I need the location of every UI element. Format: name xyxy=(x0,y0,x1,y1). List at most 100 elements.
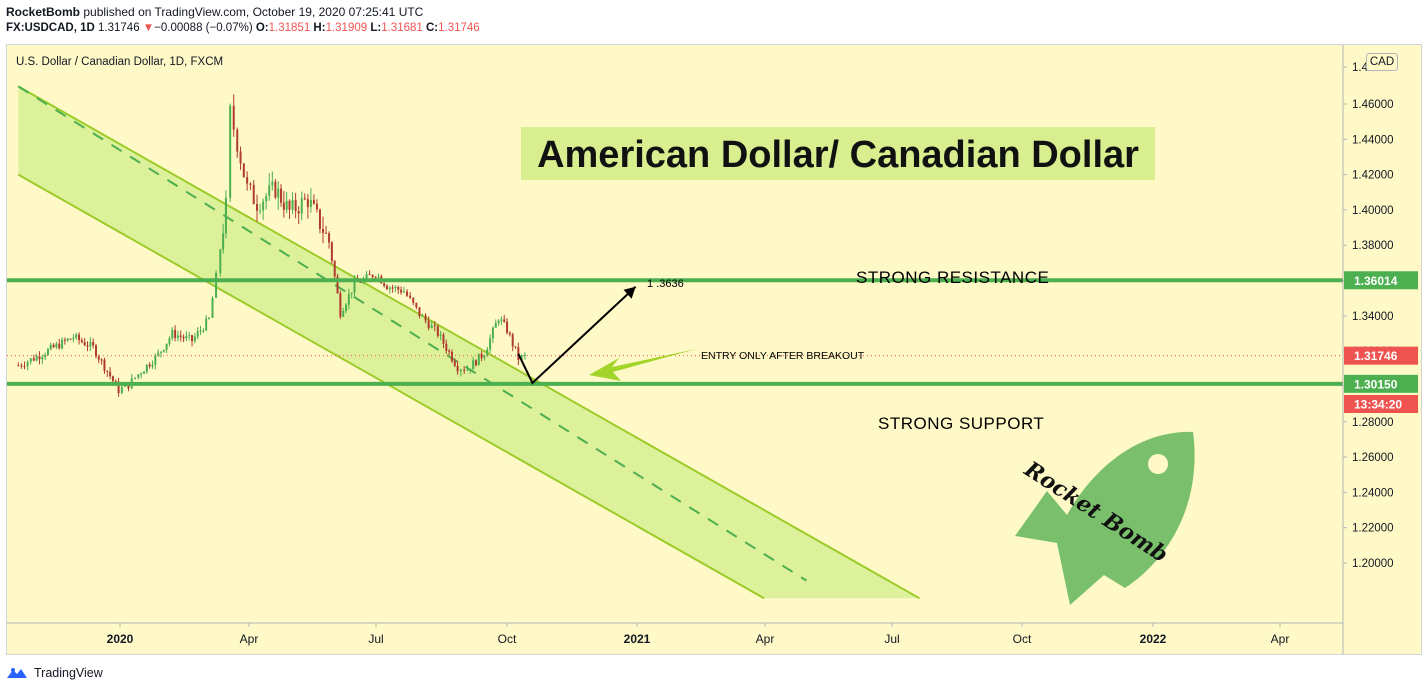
candle-body xyxy=(20,365,23,367)
descending-channel[interactable] xyxy=(17,85,921,600)
low-value: 1.31681 xyxy=(381,22,423,34)
candle-body xyxy=(191,335,194,342)
candle-body xyxy=(374,277,377,279)
price-tag-label: 13:34:20 xyxy=(1354,398,1402,412)
symbol-label: FX:USDCAD, 1D xyxy=(6,22,95,34)
horizontal-levels[interactable] xyxy=(7,278,1343,386)
candle-body xyxy=(288,200,291,210)
candle-body xyxy=(469,369,472,371)
candle-body xyxy=(280,188,283,203)
y-tick-label: 1.22000 xyxy=(1352,523,1394,535)
candle-body xyxy=(35,356,38,361)
candle-body xyxy=(377,276,380,278)
entry-arrow-icon xyxy=(589,349,696,381)
candle-body xyxy=(69,338,72,340)
y-tick-label: 1.24000 xyxy=(1352,487,1394,499)
candle-body xyxy=(92,341,95,346)
author-name[interactable]: RocketBomb xyxy=(6,5,81,19)
candle-body xyxy=(466,369,469,371)
candle-body xyxy=(274,181,277,198)
candle-body xyxy=(347,293,350,305)
candle-body xyxy=(58,343,61,349)
chart-area[interactable]: 1 .3636 STRONG RESISTANCE STRONG SUPPORT EN… xyxy=(6,44,1422,655)
published-text: published on TradingView.com, October 19… xyxy=(83,5,424,19)
candle-body xyxy=(294,199,297,212)
candle-body xyxy=(453,361,456,366)
candle-body xyxy=(271,181,274,186)
candle-body xyxy=(224,197,227,234)
candle-body xyxy=(506,321,509,333)
candle-body xyxy=(159,351,162,353)
candle-body xyxy=(239,151,242,164)
currency-tag[interactable]: CAD xyxy=(1366,53,1398,71)
candle-body xyxy=(202,330,205,332)
candle-body xyxy=(249,183,252,185)
footer-brand[interactable]: TradingView xyxy=(34,666,103,680)
candle-body xyxy=(489,338,492,350)
candle-body xyxy=(256,204,259,211)
price-chart[interactable]: 1 .3636 STRONG RESISTANCE STRONG SUPPORT EN… xyxy=(7,45,1422,655)
candle-body xyxy=(345,304,348,312)
candle-body xyxy=(315,203,318,210)
candle-body xyxy=(333,261,336,277)
target-label: 1 .3636 xyxy=(647,278,684,290)
price-tag-label: 1.31746 xyxy=(1354,349,1398,363)
candle-body xyxy=(120,386,123,394)
candle-body xyxy=(474,360,477,366)
candle-body xyxy=(151,364,154,367)
candle-body xyxy=(262,201,265,211)
candle-body xyxy=(61,339,64,349)
candle-body xyxy=(89,341,92,347)
candle-body xyxy=(103,359,106,371)
candle-body xyxy=(359,281,362,283)
price-tag-last xyxy=(1344,346,1418,365)
candle-body xyxy=(297,211,300,214)
open-label: O: xyxy=(255,22,269,34)
candle-body xyxy=(86,345,89,347)
y-tick-label: 1.26000 xyxy=(1352,452,1394,464)
x-tick-label: Jul xyxy=(884,632,899,646)
candle-body xyxy=(232,105,235,130)
candle-body xyxy=(424,315,427,321)
candle-body xyxy=(252,184,255,205)
candle-body xyxy=(328,233,331,243)
candle-body xyxy=(222,233,225,250)
candle-body xyxy=(391,287,394,289)
candle-body xyxy=(459,369,462,372)
candle-body xyxy=(41,357,44,360)
candle-body xyxy=(514,346,517,348)
candle-body xyxy=(114,380,117,382)
arrow-head-icon xyxy=(623,286,636,299)
candle-body xyxy=(511,334,514,347)
x-tick-label: Apr xyxy=(1271,632,1290,646)
candle-body xyxy=(165,343,168,350)
candle-body xyxy=(55,343,58,348)
candle-body xyxy=(436,326,439,336)
candle-body xyxy=(246,177,249,184)
candle-body xyxy=(402,291,405,293)
candle-body xyxy=(312,200,315,204)
high-value: 1.31909 xyxy=(325,22,368,34)
candle-body xyxy=(44,354,47,358)
candle-body xyxy=(199,330,202,332)
candle-body xyxy=(188,335,191,337)
candle-body xyxy=(486,349,489,357)
x-tick-label: 2020 xyxy=(107,632,134,646)
projection-path xyxy=(517,285,637,385)
candle-body xyxy=(300,198,303,214)
candle-body xyxy=(430,325,433,329)
drawings[interactable]: 1 .3636 STRONG RESISTANCE STRONG SUPPORT EN… xyxy=(16,56,1155,433)
candle-body xyxy=(49,344,52,350)
candle-body xyxy=(450,351,453,362)
x-tick-label: Oct xyxy=(498,632,517,646)
candle-body xyxy=(176,335,179,338)
candle-body xyxy=(63,339,66,341)
candle-body xyxy=(97,356,100,360)
footer: TradingView xyxy=(6,663,103,683)
candle-body xyxy=(517,347,520,360)
candle-body xyxy=(193,336,196,342)
candle-body xyxy=(445,343,448,351)
candle-body xyxy=(325,232,328,234)
chart-title: American Dollar/ Canadian Dollar xyxy=(537,134,1139,176)
candle-body xyxy=(318,209,321,229)
